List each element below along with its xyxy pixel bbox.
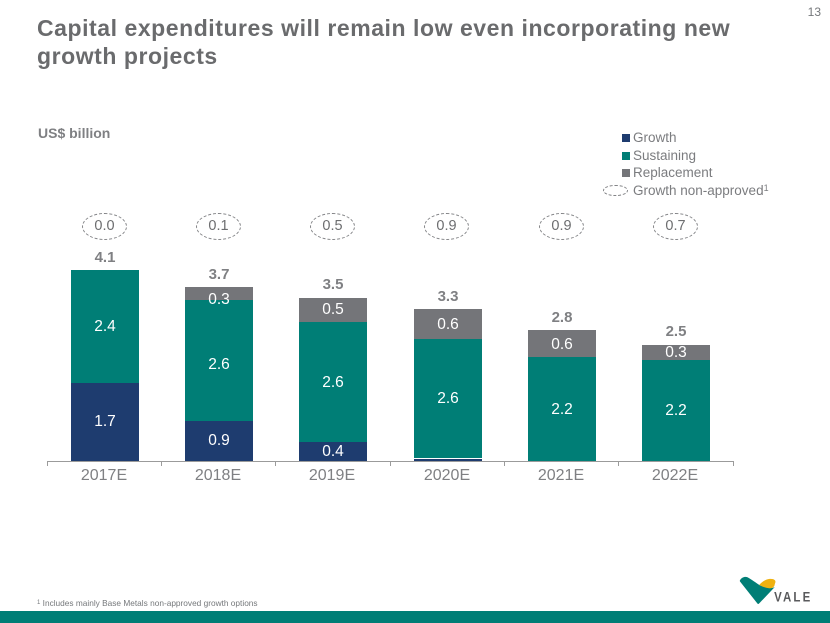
svg-text:VALE: VALE bbox=[774, 588, 812, 604]
